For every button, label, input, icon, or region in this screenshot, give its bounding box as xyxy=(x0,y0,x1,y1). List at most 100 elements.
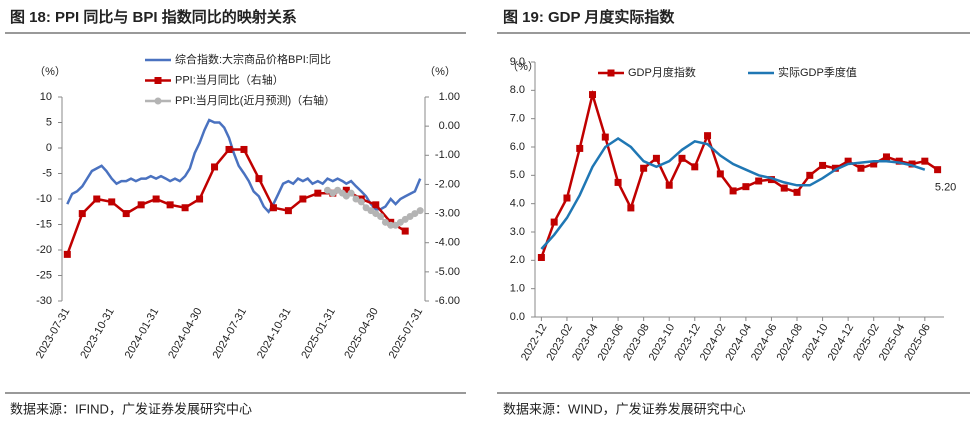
y-tick-label: -10 xyxy=(36,193,52,205)
y-tick-label: 7.0 xyxy=(510,113,525,125)
y-tick-label: 5 xyxy=(46,116,52,128)
y2-tick-label: 1.00 xyxy=(439,91,460,103)
point xyxy=(78,210,86,218)
point xyxy=(372,201,380,209)
y-tick-label: 2.0 xyxy=(510,254,525,266)
point xyxy=(678,154,686,162)
source: 数据来源：WIND，广发证券发展研究中心 xyxy=(503,401,746,416)
point xyxy=(780,184,788,192)
point xyxy=(563,194,571,202)
point xyxy=(742,183,750,191)
y2-tick-label: -6.00 xyxy=(435,295,460,307)
point xyxy=(211,163,219,171)
legend-label: 综合指数:大宗商品价格BPI:同比 xyxy=(175,52,331,66)
point xyxy=(921,157,929,165)
y-unit: （%） xyxy=(507,60,539,73)
point xyxy=(882,153,890,161)
y-tick-label: -5 xyxy=(42,167,52,179)
y-tick-label: 0.0 xyxy=(510,311,525,323)
y-tick-label: 1.0 xyxy=(510,283,525,295)
point xyxy=(181,204,189,212)
y-tick-label: 3.0 xyxy=(510,226,525,238)
point xyxy=(381,218,389,226)
point xyxy=(357,198,365,206)
point xyxy=(755,177,763,185)
point xyxy=(166,201,174,209)
point xyxy=(347,189,355,197)
legend-label: PPI:当月同比（右轴） xyxy=(175,72,284,86)
point xyxy=(601,133,609,141)
point xyxy=(225,145,233,153)
source: 数据来源：IFIND，广发证券发展研究中心 xyxy=(10,401,252,416)
x-tick-label: 2025-04-30 xyxy=(342,306,381,361)
point xyxy=(122,210,130,218)
y-tick-label: -15 xyxy=(36,218,52,230)
point xyxy=(63,250,71,258)
y2-tick-label: -2.00 xyxy=(435,178,460,190)
point xyxy=(895,157,903,165)
point xyxy=(323,186,331,194)
point xyxy=(416,207,424,215)
point xyxy=(411,210,419,218)
point xyxy=(729,187,737,195)
y2-tick-label: -4.00 xyxy=(435,237,460,249)
x-tick-label: 2024-01-31 xyxy=(123,306,162,361)
point xyxy=(299,195,307,203)
point xyxy=(137,201,145,209)
y2-tick-label: 0.00 xyxy=(439,120,460,132)
point xyxy=(108,198,116,206)
chart-title: 图 19: GDP 月度实际指数 xyxy=(503,8,675,26)
y-tick-label: 10 xyxy=(40,91,52,103)
point xyxy=(589,91,597,99)
point xyxy=(704,132,712,140)
point xyxy=(93,195,101,203)
y-unit: （%） xyxy=(34,65,66,78)
point xyxy=(793,188,801,196)
point xyxy=(831,164,839,172)
point xyxy=(716,170,724,178)
series-line xyxy=(540,136,926,250)
x-tick-label: 2024-10-31 xyxy=(255,306,294,361)
point xyxy=(387,221,395,229)
data-label: 5.20 xyxy=(935,182,956,194)
legend-label: PPI:当月同比(近月预测)（右轴） xyxy=(175,93,335,107)
point xyxy=(934,166,942,174)
y-tick-label: 5.0 xyxy=(510,169,525,181)
point xyxy=(857,164,865,172)
legend-marker xyxy=(154,77,162,84)
legend-label: GDP月度指数 xyxy=(628,65,696,79)
y-tick-label: -25 xyxy=(36,269,52,281)
point xyxy=(652,154,660,162)
point xyxy=(767,176,775,184)
point xyxy=(640,164,648,172)
legend-marker xyxy=(607,69,615,77)
point xyxy=(352,195,360,203)
point xyxy=(537,254,545,261)
y-tick-label: 9.0 xyxy=(510,56,525,68)
point xyxy=(550,218,558,226)
point xyxy=(342,186,350,194)
y-tick-label: -20 xyxy=(36,244,52,256)
y2-tick-label: -5.00 xyxy=(435,266,460,278)
point xyxy=(401,227,409,235)
point xyxy=(908,160,916,168)
point xyxy=(314,189,322,197)
point xyxy=(152,195,160,203)
y-tick-label: 4.0 xyxy=(510,198,525,210)
y-tick-label: -30 xyxy=(36,295,52,307)
point xyxy=(196,195,204,203)
point xyxy=(844,157,852,165)
point xyxy=(614,178,622,186)
y2-tick-label: -1.00 xyxy=(435,149,460,161)
point xyxy=(377,212,385,220)
point xyxy=(691,163,699,171)
chart-title: 图 18: PPI 同比与 BPI 指数同比的映射关系 xyxy=(10,8,297,26)
y2-tick-label: -3.00 xyxy=(435,207,460,219)
point xyxy=(627,204,635,212)
point xyxy=(269,204,277,212)
y-tick-label: 6.0 xyxy=(510,141,525,153)
x-tick-label: 2023-10-31 xyxy=(78,306,117,361)
x-tick-label: 2025-07-31 xyxy=(387,306,426,361)
point xyxy=(819,161,827,169)
